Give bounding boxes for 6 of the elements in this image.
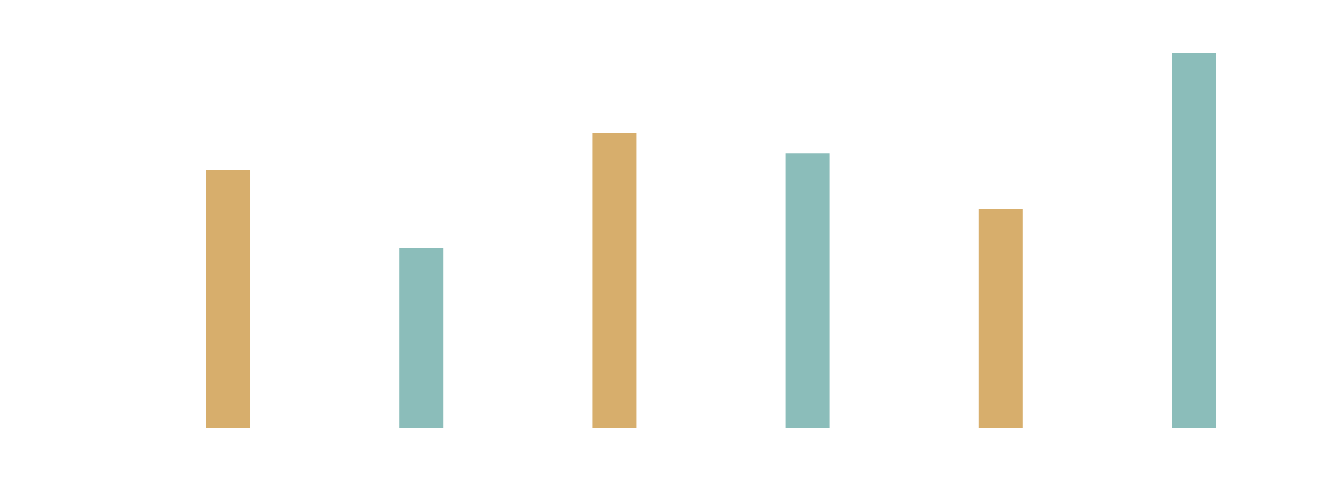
bar [1172, 53, 1217, 429]
bar [399, 248, 444, 429]
bar [206, 170, 251, 429]
bar [592, 133, 637, 429]
bar [978, 209, 1023, 429]
bar [785, 153, 830, 429]
